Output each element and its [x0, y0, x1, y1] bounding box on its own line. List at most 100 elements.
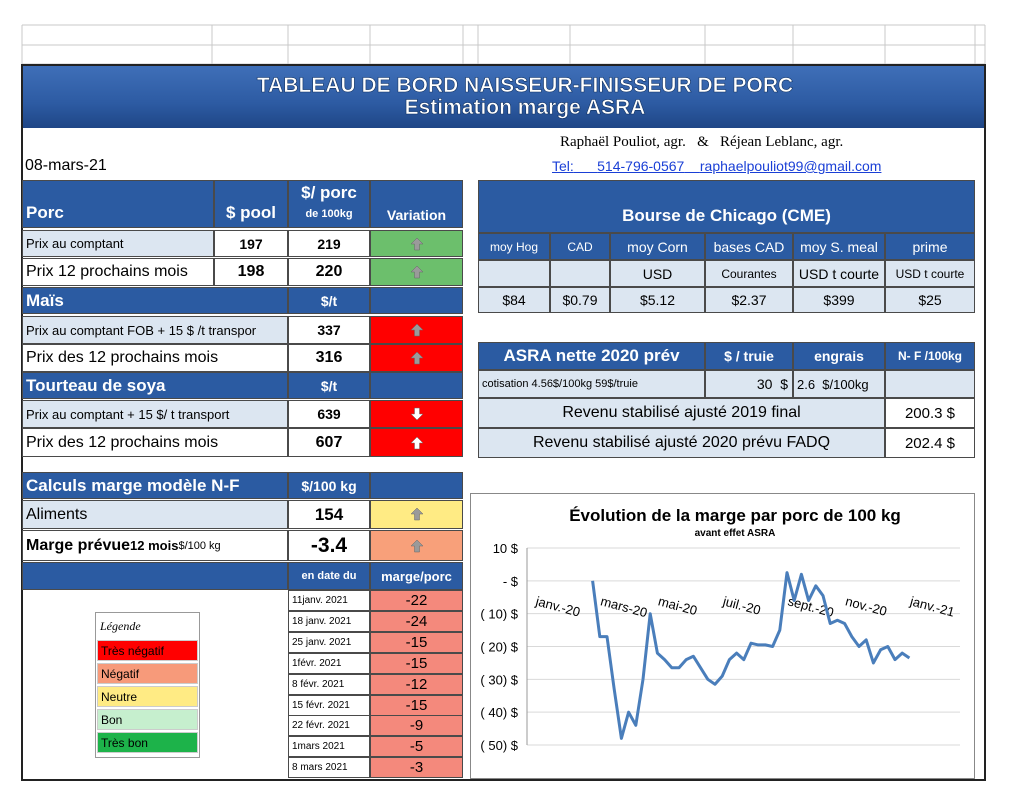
value-cell: 30 $ [705, 370, 793, 398]
value-cell: $0.79 [550, 287, 610, 313]
label: Marge prévue [26, 536, 131, 554]
y-tick-label: ( 30) $ [480, 672, 518, 687]
data-line [591, 571, 911, 740]
date-cell: 15 févr. 2021 [288, 694, 370, 716]
unit-cell [478, 260, 550, 287]
header-cell: en date du [288, 562, 370, 590]
legend-item: Négatif [97, 663, 198, 684]
chart-frame [470, 493, 975, 779]
value-cell: 2.6 $/100kg [793, 370, 885, 398]
y-tick-label: 10 $ [493, 541, 519, 556]
date-cell: 25 janv. 2021 [288, 631, 370, 653]
row-label: Prix 12 prochains mois [22, 258, 214, 286]
title-bar [22, 66, 985, 128]
row-label: Revenu stabilisé ajusté 2019 final [478, 398, 885, 428]
header-cell: CAD [550, 233, 610, 260]
header-cell: marge/porc [370, 562, 463, 590]
trend-arrow [410, 539, 424, 553]
arrow-shape [410, 436, 424, 449]
header-cell: $/t [288, 372, 370, 399]
arrow-shape [410, 265, 424, 279]
unit-cell: USD t courte [885, 260, 975, 287]
row-label: Aliments [22, 500, 288, 529]
row-label: Prix des 12 prochains mois [22, 344, 288, 372]
value-cell: $25 [885, 287, 975, 313]
trend-arrow [410, 407, 424, 421]
row-label: Prix au comptant [22, 230, 214, 257]
arrow-shape [410, 507, 424, 521]
margin-cell: -24 [370, 610, 463, 632]
arrow-shape [410, 539, 424, 553]
phone: 514-796-0567 [597, 158, 685, 174]
header-cell [22, 562, 288, 590]
value-cell [885, 370, 975, 398]
date-cell: 1févr. 2021 [288, 652, 370, 674]
margin-cell: -3 [370, 757, 463, 779]
date-cell: 22 févr. 2021 [288, 715, 370, 737]
trend-arrow [410, 265, 424, 279]
value-cell: 154 [288, 500, 370, 529]
value-cell: $2.37 [705, 287, 793, 313]
margin-cell: -9 [370, 715, 463, 737]
legend-item: Neutre [97, 686, 198, 707]
email[interactable]: raphaelpouliot99@gmail.com [699, 158, 882, 174]
legend-item: Très bon [97, 732, 198, 753]
value-cell: 220 [288, 258, 370, 286]
value-cell: $5.12 [610, 287, 705, 313]
header-cell: $/t [288, 287, 370, 314]
header-cell [370, 372, 463, 399]
header-cell [370, 472, 463, 499]
legend-item: Bon [97, 709, 198, 730]
margin-cell: -12 [370, 673, 463, 695]
trend-arrow [410, 323, 424, 337]
margin-cell: -5 [370, 736, 463, 758]
y-tick-label: ( 50) $ [480, 738, 518, 753]
value-cell: $84 [478, 287, 550, 313]
section-header: Maïs [22, 287, 288, 314]
date-cell: 8 févr. 2021 [288, 673, 370, 695]
variation-cell [370, 316, 463, 344]
section-header: ASRA nette 2020 prév [478, 342, 705, 370]
section-header: Calculs marge modèle N-F [22, 472, 288, 499]
margin-cell: -15 [370, 694, 463, 716]
header-cell: Porc [22, 180, 214, 228]
header-cell: moy Corn [610, 233, 705, 260]
y-tick-label: ( 20) $ [480, 640, 518, 655]
section-header: Tourteau de soya [22, 372, 288, 399]
row-label: Revenu stabilisé ajusté 2020 prévu FADQ [478, 428, 885, 458]
unit: $/100 kg [178, 539, 221, 552]
unit-cell: USD t courte [793, 260, 885, 287]
arrow-shape [410, 407, 424, 421]
value-cell: 607 [288, 428, 370, 457]
y-tick-label: ( 40) $ [480, 705, 518, 720]
value-cell: 219 [288, 230, 370, 257]
header-cell: engrais [793, 342, 885, 370]
value-cell: 200.3 $ [885, 398, 975, 428]
legend-item: Très négatif [97, 640, 198, 661]
header-cell: moy S. meal [793, 233, 885, 260]
y-tick-label: ( 10) $ [480, 607, 518, 622]
row-label: Prix au comptant + 15 $/ t transport [22, 400, 288, 428]
arrow-shape [410, 323, 424, 337]
unit-cell: Courantes [705, 260, 793, 287]
value-cell: 316 [288, 344, 370, 372]
row-label: Prix au comptant FOB + 15 $ /t transpor [22, 316, 288, 344]
header-cell [288, 180, 370, 228]
trend-arrow [410, 237, 424, 250]
row-label: Marge prévue 12 mois $/100 kg [22, 530, 288, 561]
margin-cell: -15 [370, 631, 463, 653]
authors: Raphaël Pouliot, agr. & Réjean Leblanc, … [560, 134, 844, 150]
arrow-shape [410, 237, 424, 250]
value-cell: 639 [288, 400, 370, 428]
tel: Tel: [552, 158, 574, 174]
title: TABLEAU DE BORD NAISSEUR-FINISSEUR DE PO… [257, 74, 793, 97]
row-label: Prix des 12 prochains mois [22, 428, 288, 457]
date-cell: 11janv. 2021 [288, 590, 370, 611]
value-cell: $399 [793, 287, 885, 313]
margin-cell: -15 [370, 652, 463, 674]
unit-cell [550, 260, 610, 287]
value-cell: 202.4 $ [885, 428, 975, 458]
header-cell: moy Hog [478, 233, 550, 260]
chart: Évolution de la marge par porc de 100 kg… [470, 493, 975, 779]
